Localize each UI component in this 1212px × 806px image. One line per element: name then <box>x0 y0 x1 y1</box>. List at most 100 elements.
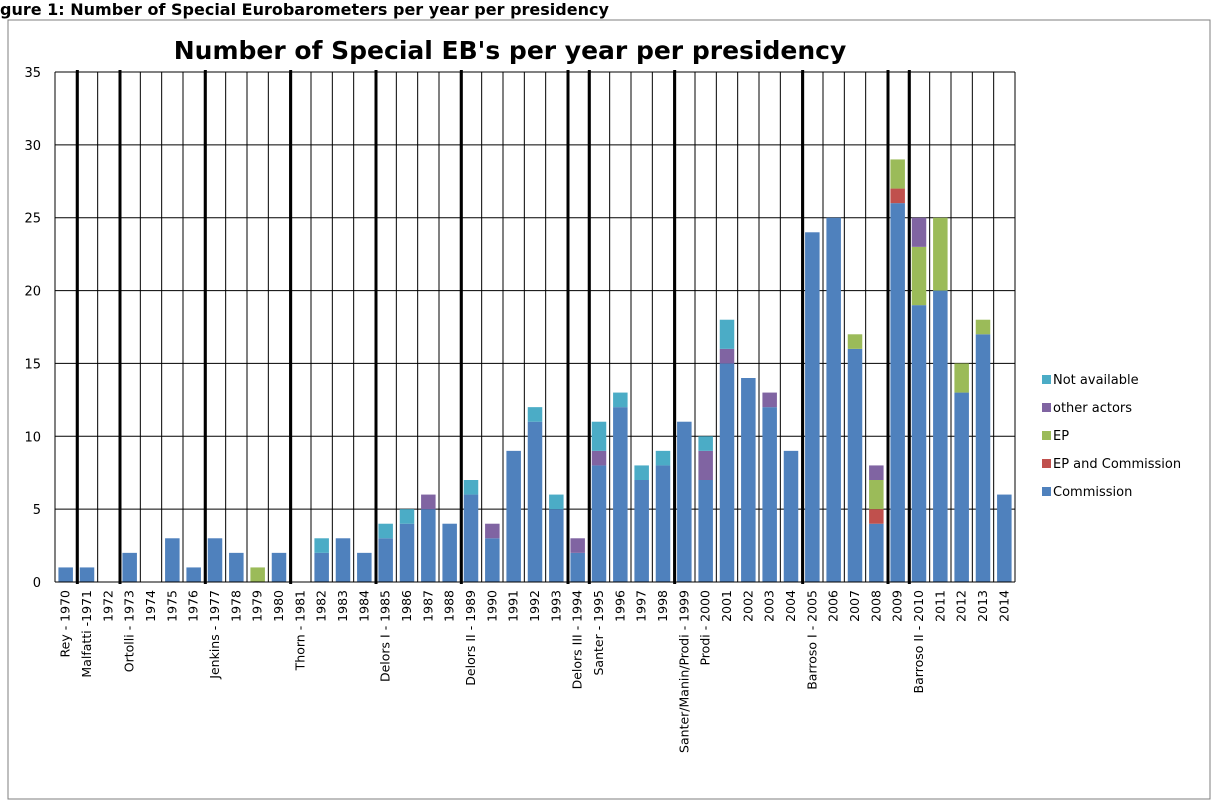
y-tick-label: 0 <box>33 576 41 591</box>
x-tick-label: 1974 <box>143 590 158 622</box>
x-tick-label: 1980 <box>271 590 286 622</box>
y-tick-label: 25 <box>24 212 41 227</box>
bar-segment <box>357 552 372 582</box>
x-tick-label: 2003 <box>762 590 777 622</box>
bar-segment <box>698 480 713 582</box>
bar-segment <box>527 407 543 422</box>
bar-segment <box>122 552 137 582</box>
bar-segment <box>634 480 649 582</box>
bar-segment <box>719 348 735 364</box>
x-tick-label: 2013 <box>975 590 990 622</box>
bar-segment <box>698 450 713 480</box>
bar-segment <box>207 538 223 582</box>
bar-segment <box>613 392 628 408</box>
bar-segment <box>890 159 905 189</box>
x-tick-label: 2011 <box>932 590 947 622</box>
x-tick-label: 1997 <box>634 590 649 622</box>
bar-segment <box>378 538 393 582</box>
bar-segment <box>463 494 479 582</box>
x-tick-label: 1984 <box>356 590 371 622</box>
bar-segment <box>442 523 457 582</box>
bar-segment <box>186 567 201 582</box>
x-tick-label: 2004 <box>783 590 798 622</box>
bar-segment <box>869 465 884 480</box>
legend-swatch <box>1042 375 1051 384</box>
bar-segment <box>677 421 692 582</box>
x-tick-label: Barroso I - 2005 <box>804 590 819 690</box>
legend-swatch <box>1042 403 1051 412</box>
x-tick-label: Thorn - 1981 <box>292 590 307 671</box>
y-axis: 0 5 10 15 20 25 30 35 <box>24 66 41 591</box>
x-tick-label: 1992 <box>527 590 542 622</box>
bar-segment <box>314 538 329 553</box>
x-tick-label: 1983 <box>335 590 350 622</box>
y-tick-label: 10 <box>24 430 41 445</box>
bar-segment <box>805 232 820 583</box>
figure-caption: gure 1: Number of Special Eurobarometers… <box>0 0 609 19</box>
bar-segment <box>613 407 628 582</box>
bar-segment <box>485 523 500 539</box>
x-tick-label: Delors I - 1985 <box>378 590 393 682</box>
x-tick-label: 1975 <box>164 590 179 622</box>
x-tick-label: Malfatti -1971 <box>79 590 94 678</box>
x-tick-label: 1979 <box>250 590 265 622</box>
bar-segment <box>783 450 799 582</box>
bar-segment <box>975 319 991 335</box>
bar-segment <box>229 552 244 582</box>
bar-segment <box>399 509 415 524</box>
bar-segment <box>549 509 564 582</box>
bar-segment <box>847 348 863 582</box>
bar-segment <box>869 480 884 510</box>
bar-segment <box>591 450 607 466</box>
x-tick-label: Santer - 1995 <box>591 590 606 676</box>
bar-segment <box>997 494 1012 582</box>
bar-segment <box>847 334 863 349</box>
y-tick-label: 15 <box>24 357 41 372</box>
bar-segment <box>911 305 927 582</box>
x-tick-label: 2007 <box>847 590 862 622</box>
x-tick-label: 2009 <box>890 590 905 622</box>
legend-label: Commission <box>1053 485 1132 500</box>
legend-label: EP <box>1053 429 1069 444</box>
y-tick-label: 30 <box>24 139 41 154</box>
x-tick-label: 1996 <box>612 590 627 622</box>
y-tick-label: 20 <box>24 285 41 300</box>
bar-segment <box>954 392 969 582</box>
legend-label: Not available <box>1053 373 1139 388</box>
x-tick-label: Prodi - 2000 <box>698 590 713 666</box>
bar-segment <box>335 538 351 582</box>
bar-segment <box>58 567 73 582</box>
x-tick-label: Barroso II - 2010 <box>911 590 926 693</box>
bar-segment <box>933 290 948 582</box>
x-tick-label: Delors III - 1994 <box>570 590 585 689</box>
bar-segment <box>378 523 393 539</box>
bar-segment <box>485 538 500 582</box>
bar-segment <box>250 567 265 582</box>
x-tick-label: Ortolli - 1973 <box>122 590 137 672</box>
x-tick-label: Rey - 1970 <box>58 590 73 658</box>
plot-border <box>7 19 1211 800</box>
bar-segment <box>975 334 991 582</box>
legend-label: EP and Commission <box>1053 457 1181 472</box>
x-axis: Rey - 1970 Malfatti -1971 1972 Ortolli - 19… <box>55 581 1015 753</box>
legend-swatch <box>1042 431 1051 440</box>
bar-segment <box>549 494 564 510</box>
bar-segment <box>911 246 927 306</box>
bar-segment <box>655 465 671 582</box>
bar-segment <box>890 188 905 204</box>
bar-segment <box>741 378 756 582</box>
x-tick-label: 1972 <box>100 590 115 622</box>
bar-segment <box>527 421 543 582</box>
bar-segment <box>314 552 329 582</box>
bar-segment <box>698 436 713 451</box>
bar-segment <box>421 494 436 510</box>
bar-segment <box>271 552 287 582</box>
legend-label: other actors <box>1053 401 1132 416</box>
bar-segment <box>954 363 969 393</box>
x-tick-label: Santer/Manin/Prodi - 1999 <box>676 590 691 753</box>
bar-segment <box>463 480 479 495</box>
bar-segment <box>911 217 927 247</box>
presidency-markers <box>75 70 911 584</box>
x-tick-label: 2001 <box>719 590 734 622</box>
